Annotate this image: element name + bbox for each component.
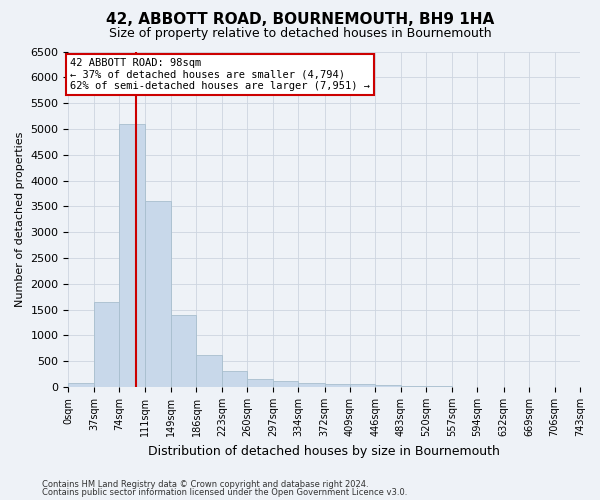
Bar bbox=[427, 386, 452, 387]
Bar bbox=[196, 355, 222, 387]
Text: Size of property relative to detached houses in Bournemouth: Size of property relative to detached ho… bbox=[109, 28, 491, 40]
Text: 42 ABBOTT ROAD: 98sqm
← 37% of detached houses are smaller (4,794)
62% of semi-d: 42 ABBOTT ROAD: 98sqm ← 37% of detached … bbox=[70, 58, 370, 91]
Text: Contains public sector information licensed under the Open Government Licence v3: Contains public sector information licen… bbox=[42, 488, 407, 497]
Bar bbox=[222, 372, 247, 387]
Bar bbox=[68, 383, 94, 387]
Bar bbox=[273, 382, 298, 387]
Bar bbox=[119, 124, 145, 387]
X-axis label: Distribution of detached houses by size in Bournemouth: Distribution of detached houses by size … bbox=[148, 444, 500, 458]
Text: Contains HM Land Registry data © Crown copyright and database right 2024.: Contains HM Land Registry data © Crown c… bbox=[42, 480, 368, 489]
Bar bbox=[401, 386, 427, 387]
Bar bbox=[325, 384, 350, 387]
Bar bbox=[376, 386, 401, 387]
Text: 42, ABBOTT ROAD, BOURNEMOUTH, BH9 1HA: 42, ABBOTT ROAD, BOURNEMOUTH, BH9 1HA bbox=[106, 12, 494, 28]
Bar bbox=[298, 383, 325, 387]
Y-axis label: Number of detached properties: Number of detached properties bbox=[15, 132, 25, 307]
Bar bbox=[94, 302, 119, 387]
Bar bbox=[350, 384, 376, 387]
Bar bbox=[145, 201, 171, 387]
Bar bbox=[247, 380, 273, 387]
Bar bbox=[171, 314, 196, 387]
